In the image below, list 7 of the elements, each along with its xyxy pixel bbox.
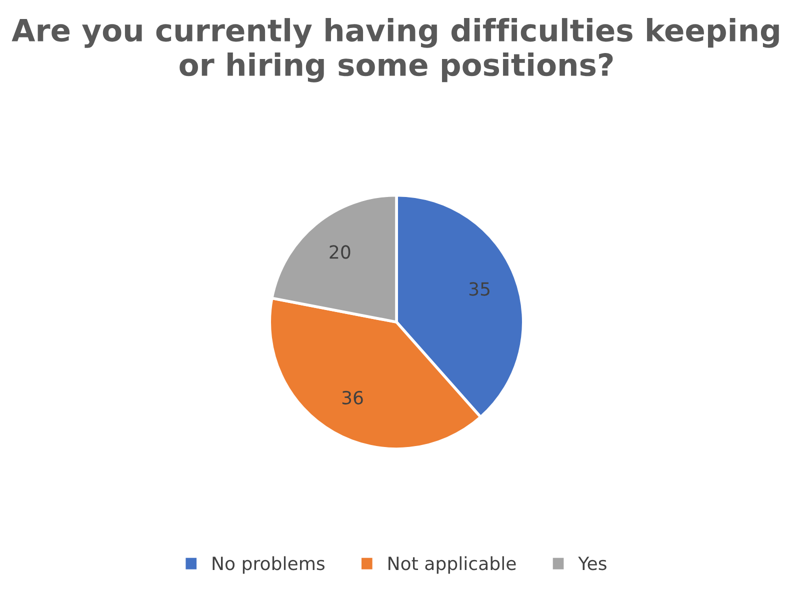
data-label: 36 [342, 390, 363, 404]
chart-title: Are you currently having difficulties keeping or hiring some positions? [12, 18, 779, 82]
legend-label: Not applicable [388, 556, 516, 574]
data-label: 35 [469, 282, 490, 296]
legend-label: Yes [578, 556, 606, 570]
data-label: 20 [330, 245, 350, 259]
legend-label: No problems [212, 556, 325, 574]
